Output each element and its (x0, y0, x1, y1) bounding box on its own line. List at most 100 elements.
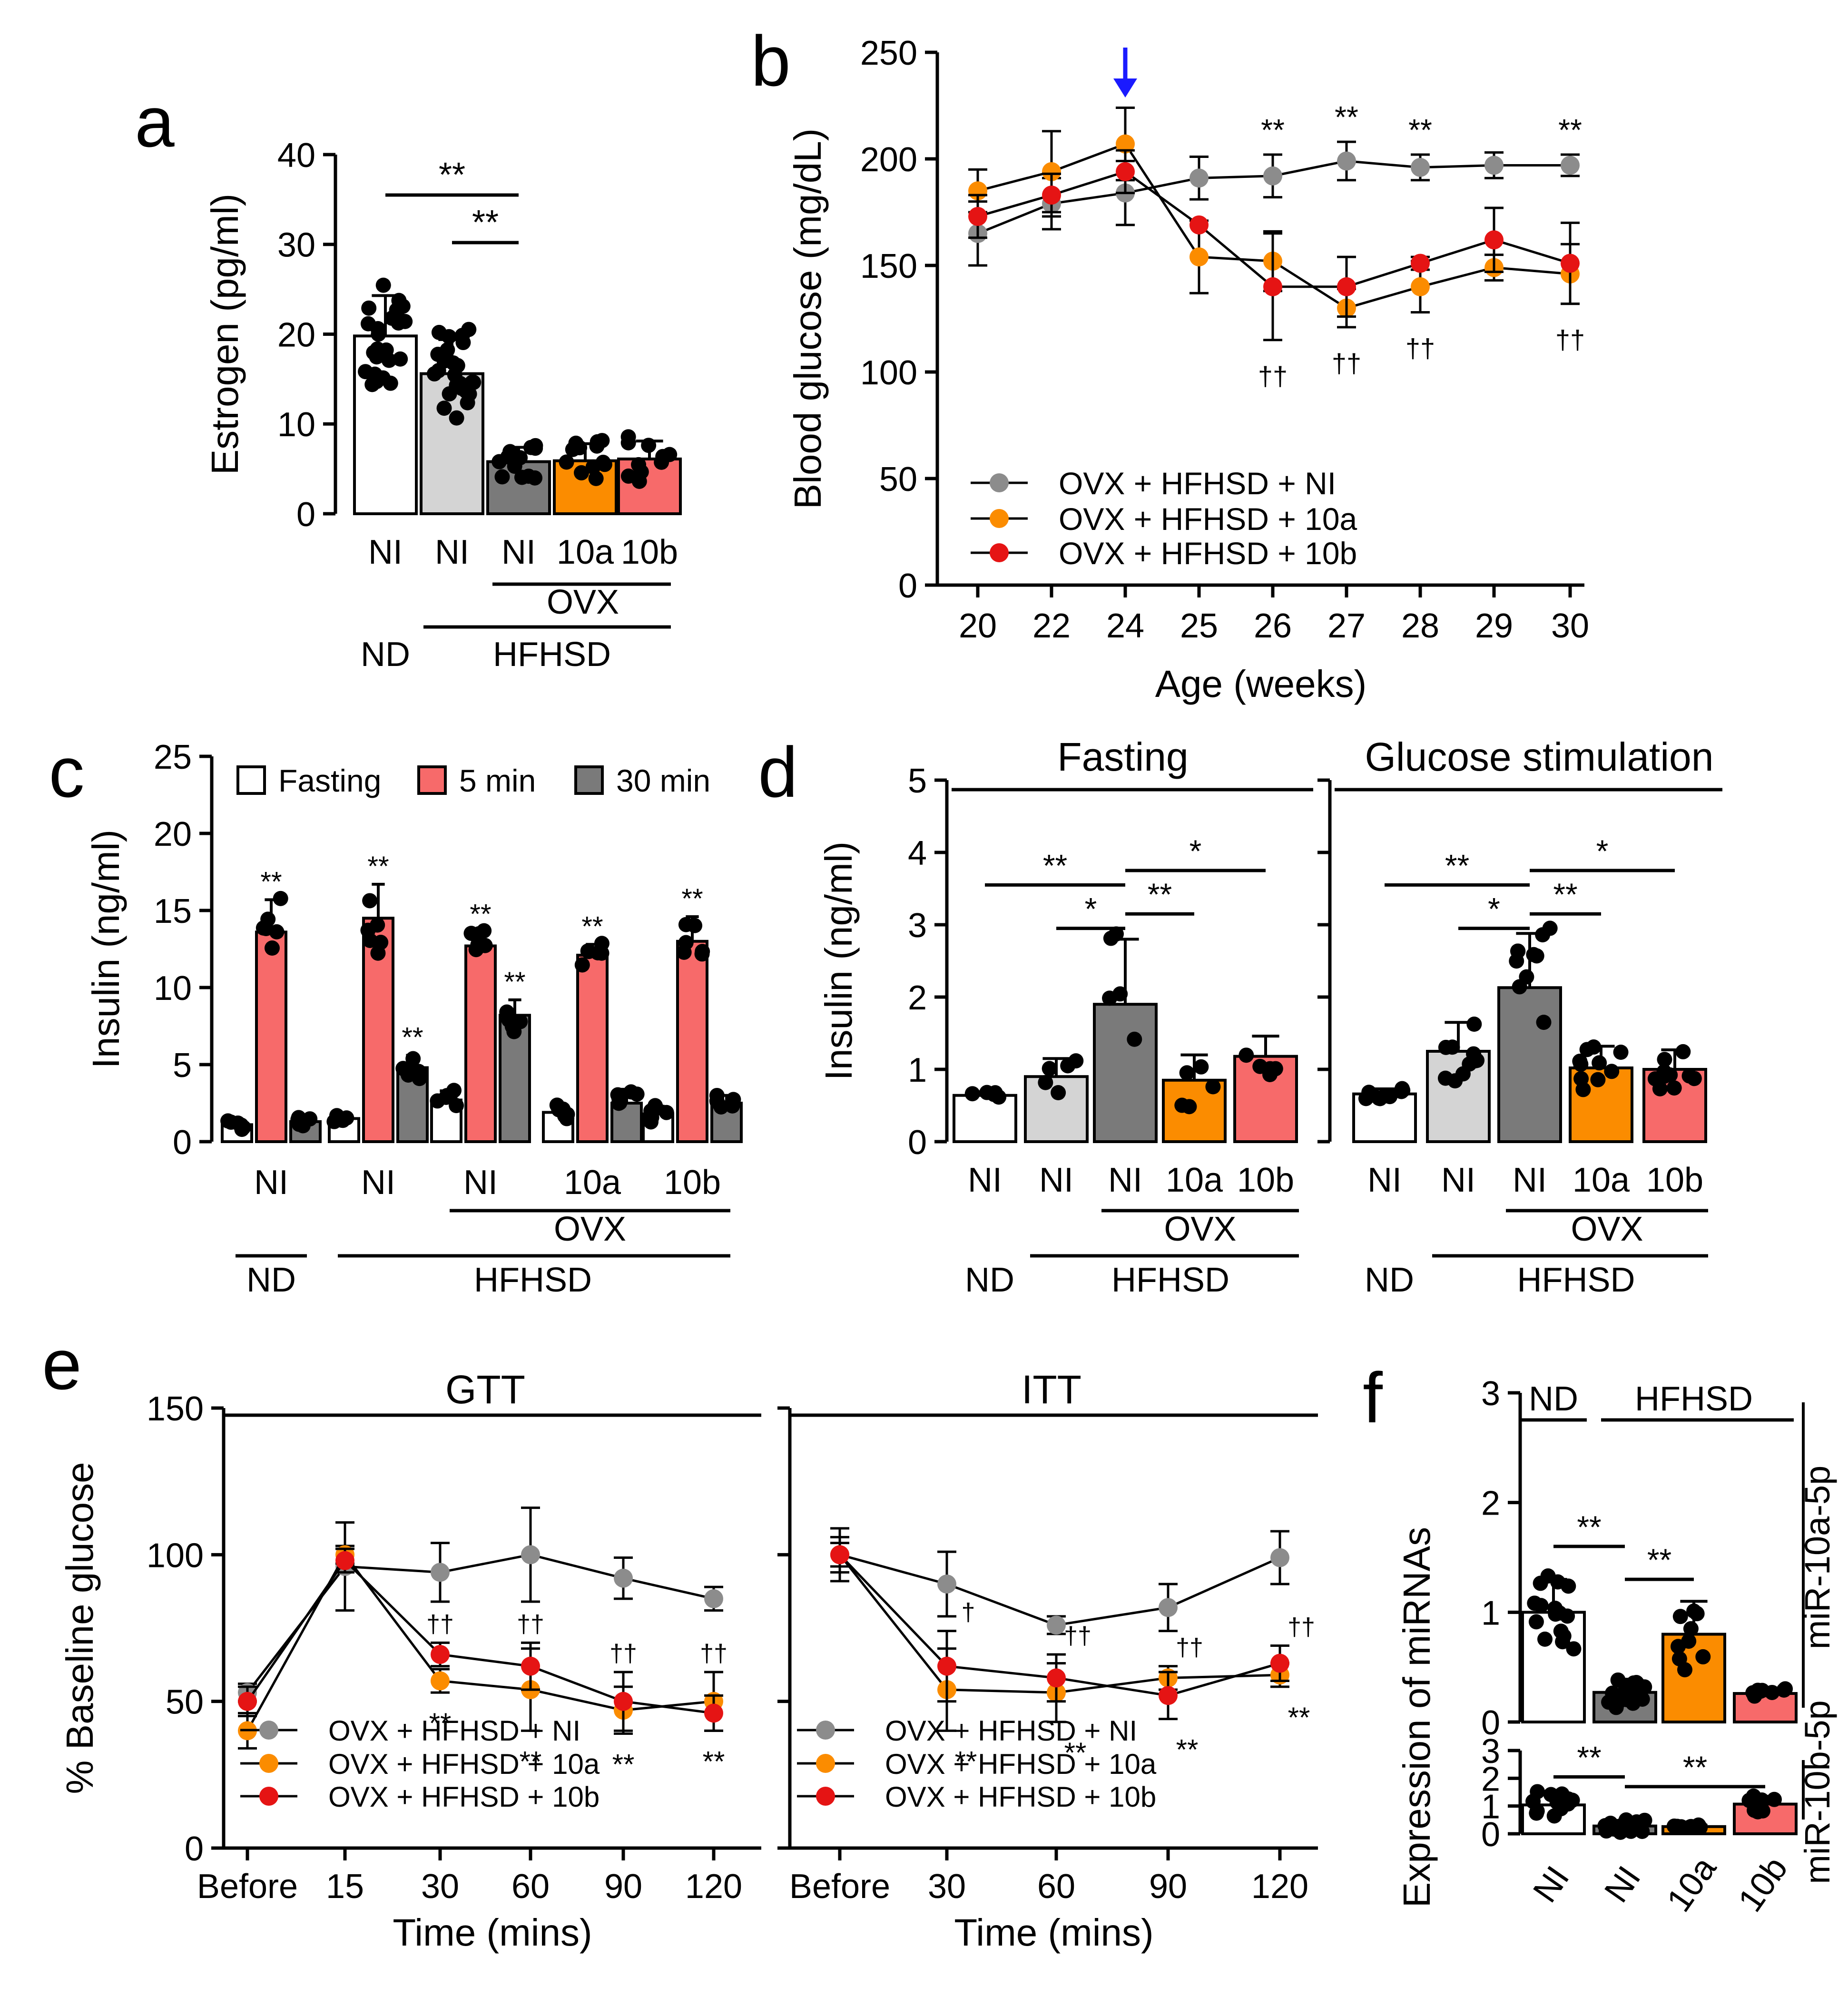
e-legend-label: OVX + HFHSD + 10b (328, 1781, 600, 1813)
e-data-point (431, 1645, 450, 1664)
f-group-0-0-data-point (1528, 1614, 1544, 1630)
a-y-tick-label: 20 (277, 316, 315, 354)
e-data-point (1159, 1598, 1178, 1617)
c-sig-star: ** (681, 883, 703, 914)
c-group-4-0-data-point (643, 1114, 659, 1130)
e-sig-star: ** (703, 1745, 725, 1777)
f-group-0-1-data-point (1613, 1693, 1629, 1708)
f-group-0-0-data-point (1566, 1641, 1582, 1657)
b-data-point (1263, 277, 1282, 296)
c-group-2-1-data-point (463, 926, 479, 941)
b-data-point (1189, 215, 1209, 235)
a-y-tick-label: 30 (277, 226, 315, 264)
c-x-label: NI (361, 1164, 395, 1202)
b-data-point (1561, 254, 1580, 273)
c-nd-label: ND (246, 1261, 296, 1299)
d-group-0-2-data-point (1103, 930, 1119, 946)
e-x-tick-label: 60 (1037, 1868, 1075, 1906)
f-group-0-0-data-point (1533, 1575, 1548, 1591)
a-group-0-data-point (390, 309, 405, 325)
e-series-line (839, 1553, 1281, 1626)
d-group-1-4-data-point (1666, 1080, 1682, 1096)
panel-d: d Insulin (ng/ml) 0 1 2 3 4 5 Fasting NI NI NI 10a 10… (758, 732, 1722, 1299)
b-x-tick-label: 24 (1106, 607, 1144, 645)
e-legend-label: OVX + HFHSD + 10a (885, 1748, 1157, 1780)
e-subtitle: GTT (445, 1367, 525, 1412)
d-y-tick-label: 4 (908, 834, 927, 872)
e-data-point (521, 1545, 540, 1565)
a-group-2-data-point (502, 444, 518, 460)
e-sig-star: ** (520, 1745, 542, 1777)
c-x-label: 10b (664, 1164, 721, 1202)
e-sig-dagger: †† (700, 1640, 727, 1667)
e-data-point (614, 1692, 633, 1711)
b-data-point (1116, 162, 1135, 181)
d-group-1-2-data-point (1535, 927, 1551, 943)
d-group-1-4-data-point (1662, 1067, 1678, 1083)
a-group-1-data-point (440, 342, 455, 358)
b-sig-star: ** (1335, 100, 1358, 134)
d-group-1-3-data-point (1613, 1045, 1629, 1060)
c-x-label: NI (254, 1164, 288, 1202)
c-group-1-2-data-point (412, 1071, 427, 1086)
d-group-1-3-data-point (1573, 1057, 1589, 1072)
c-sig-star: ** (470, 899, 491, 930)
b-y-tick-label: 150 (860, 247, 917, 285)
b-legend-label: OVX + HFHSD + NI (1059, 466, 1336, 501)
a-group-3-data-point (559, 454, 574, 470)
c-group-3-2-data-point (610, 1087, 626, 1103)
c-group-0-1-data-point (264, 940, 280, 956)
f-group-0-3-data-point (1754, 1683, 1770, 1698)
d-group-1-2-data-point (1529, 948, 1544, 964)
e-legend-label: OVX + HFHSD + NI (885, 1715, 1137, 1747)
f-group-1-3-data-point (1747, 1800, 1763, 1816)
e-legend-label: OVX + HFHSD + 10a (328, 1748, 600, 1780)
a-group-4-bar (617, 457, 682, 515)
b-data-point (1263, 166, 1282, 186)
e-sig-star: ** (1176, 1734, 1199, 1766)
f-x-label: 10b (1731, 1850, 1795, 1918)
e-x-tick-label: 30 (421, 1868, 459, 1906)
e-y-tick-label: 100 (147, 1536, 204, 1575)
d-group-1-4-data-point (1657, 1052, 1672, 1067)
d-0-0-sig-label: ** (1043, 848, 1067, 883)
c-y-tick-label: 0 (173, 1124, 192, 1162)
c-legend-swatch (574, 765, 604, 795)
a-group-2-data-point (527, 470, 543, 486)
d-group-0-2-data-point (1127, 1031, 1142, 1047)
b-x-tick-label: 27 (1327, 607, 1366, 645)
b-x-axis-title: Age (weeks) (1155, 663, 1367, 705)
f-group-1-0-data-point (1525, 1793, 1541, 1809)
e-y-tick-label: 0 (185, 1830, 204, 1868)
e-data-point (830, 1545, 849, 1565)
d-group-0-0-data-point (964, 1086, 980, 1102)
e-subtitle: ITT (1022, 1367, 1081, 1412)
e-data-point (1159, 1686, 1178, 1705)
b-y-tick-label: 100 (860, 354, 917, 392)
e-data-point (1270, 1654, 1289, 1673)
a-group-4-data-point (620, 429, 636, 445)
f-side-label: miR-10b-5p (1798, 1700, 1837, 1884)
c-group-2-2-data-point (504, 1018, 520, 1034)
b-sig-dagger: †† (1406, 333, 1435, 363)
e-legend-marker (816, 1754, 835, 1773)
d-y-tick-label: 3 (908, 907, 927, 945)
a-y-tick-label: 10 (277, 406, 315, 444)
a-group-4-data-point (654, 454, 669, 470)
panel-b: b 0 50 100 150 200 250 Blood glucose (mg/dL) 20 2… (751, 21, 1589, 705)
b-data-point (1337, 151, 1356, 171)
c-group-3-1-data-point (574, 957, 590, 973)
c-group-3-1-bar (576, 953, 609, 1143)
b-data-point (968, 206, 987, 226)
d-group-1-2-data-point (1509, 953, 1524, 969)
c-group-4-1-data-point (694, 946, 710, 962)
f-group-0-2-data-point (1683, 1621, 1699, 1636)
b-sig-dagger: †† (1555, 325, 1585, 355)
b-y-tick-label: 0 (898, 567, 917, 605)
f-y-1-tick-label: 3 (1481, 1732, 1500, 1771)
a-group-3-data-point (574, 465, 590, 480)
d-hfhsd-label: HFHSD (1111, 1261, 1229, 1299)
e-y-tick-label: 150 (147, 1390, 204, 1428)
c-group-2-0-data-point (438, 1089, 454, 1105)
f-group-0-0-data-point (1553, 1624, 1569, 1639)
